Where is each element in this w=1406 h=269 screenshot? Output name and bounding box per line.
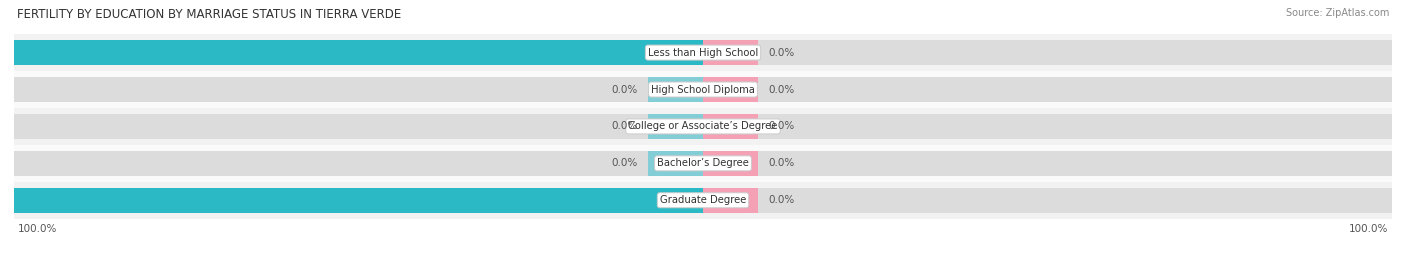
Text: 100.0%: 100.0% [0, 195, 4, 205]
Text: 100.0%: 100.0% [17, 224, 56, 233]
Bar [703, 114, 1392, 139]
Text: 0.0%: 0.0% [612, 121, 637, 132]
Bar [14, 34, 1392, 71]
Text: 100.0%: 100.0% [1350, 224, 1389, 233]
Text: Bachelor’s Degree: Bachelor’s Degree [657, 158, 749, 168]
Bar [648, 151, 703, 176]
Bar [703, 151, 758, 176]
Text: College or Associate’s Degree: College or Associate’s Degree [628, 121, 778, 132]
Bar [14, 145, 1392, 182]
Bar [14, 108, 1392, 145]
Bar [648, 77, 703, 102]
Text: FERTILITY BY EDUCATION BY MARRIAGE STATUS IN TIERRA VERDE: FERTILITY BY EDUCATION BY MARRIAGE STATU… [17, 8, 401, 21]
Text: Graduate Degree: Graduate Degree [659, 195, 747, 205]
Text: 0.0%: 0.0% [612, 84, 637, 94]
Bar [703, 114, 758, 139]
Text: 0.0%: 0.0% [769, 158, 794, 168]
Bar [648, 114, 703, 139]
Text: 0.0%: 0.0% [769, 121, 794, 132]
Text: 0.0%: 0.0% [769, 84, 794, 94]
Bar [14, 114, 703, 139]
Text: Source: ZipAtlas.com: Source: ZipAtlas.com [1285, 8, 1389, 18]
Bar [14, 40, 703, 65]
Bar [14, 182, 1392, 219]
Bar [14, 71, 1392, 108]
Text: Less than High School: Less than High School [648, 48, 758, 58]
Bar [703, 40, 758, 65]
Bar [703, 188, 758, 213]
Text: 100.0%: 100.0% [0, 48, 4, 58]
Text: High School Diploma: High School Diploma [651, 84, 755, 94]
Bar [14, 151, 703, 176]
Bar [703, 151, 1392, 176]
Bar [14, 188, 703, 213]
Bar [703, 188, 1392, 213]
Bar [703, 77, 758, 102]
Bar [14, 188, 703, 213]
Bar [14, 40, 703, 65]
Bar [703, 40, 1392, 65]
Text: 0.0%: 0.0% [769, 195, 794, 205]
Text: 0.0%: 0.0% [769, 48, 794, 58]
Bar [703, 77, 1392, 102]
Bar [14, 77, 703, 102]
Text: 0.0%: 0.0% [612, 158, 637, 168]
